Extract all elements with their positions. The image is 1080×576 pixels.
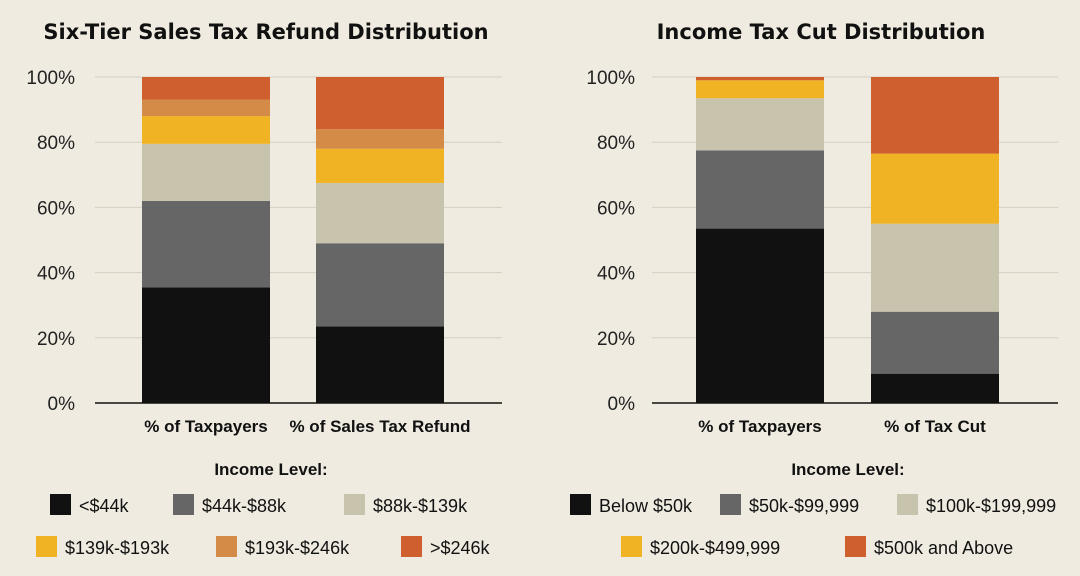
x-category-label: % of Tax Cut [884, 417, 986, 436]
bar-segment-44k-88k [142, 200, 270, 288]
bar-segment-246k [142, 77, 270, 100]
legend-label: $88k-$139k [373, 496, 468, 516]
plot-area: 0% 20% 40% 60% 80% 100% % of Taxpayers % of Sal… [26, 68, 502, 436]
legend-item-below-50k: Below $50k [570, 494, 693, 516]
x-category-label: % of Sales Tax Refund [289, 417, 470, 436]
legend-label: $44k-$88k [202, 496, 287, 516]
legend-item-44k: <$44k [50, 494, 130, 516]
bar-segment-139k-193k [142, 116, 270, 144]
x-category-label: % of Taxpayers [698, 417, 821, 436]
x-category-label: % of Taxpayers [144, 417, 267, 436]
legend: Below $50k $50k-$99,999 $100k-$199,999 $200… [570, 494, 1056, 558]
bar-segment-44k-88k [316, 243, 444, 327]
legend-item-139k-193k: $139k-$193k [36, 536, 170, 558]
bar-segment-88k-139k [142, 143, 270, 201]
legend-item-500k-and-above: $500k and Above [845, 536, 1013, 558]
bar-segment-500k-and-above [871, 77, 999, 154]
bar-segment-44k [316, 326, 444, 403]
legend-label: Below $50k [599, 496, 693, 516]
y-tick-label: 60% [37, 198, 75, 219]
bar-segment-200k-499-999 [871, 153, 999, 224]
legend-swatch [897, 494, 918, 515]
chart-title: Six-Tier Sales Tax Refund Distribution [43, 20, 488, 44]
y-tick-label: 20% [37, 329, 75, 350]
legend-label: $139k-$193k [65, 538, 170, 558]
y-tick-label: 40% [37, 264, 75, 285]
y-tick-label: 0% [48, 394, 76, 415]
legend-item-50k-99-999: $50k-$99,999 [720, 494, 859, 516]
y-tick-label: 0% [608, 394, 636, 415]
bar-segment-50k-99-999 [871, 311, 999, 374]
y-tick-label: 80% [597, 133, 635, 154]
legend-title: Income Level: [214, 460, 327, 479]
legend-swatch [36, 536, 57, 557]
legend-swatch [216, 536, 237, 557]
legend-label: >$246k [430, 538, 491, 558]
legend-item-88k-139k: $88k-$139k [344, 494, 468, 516]
bar-segment-88k-139k [316, 182, 444, 244]
legend-swatch [845, 536, 866, 557]
legend-item-200k-499-999: $200k-$499,999 [621, 536, 780, 558]
legend: <$44k $44k-$88k $88k-$139k $139k-$193k $193k… [36, 494, 491, 558]
legend-item-246k: >$246k [401, 536, 491, 558]
bar-segment-500k-and-above [696, 77, 824, 81]
chart-income-tax-cut: Income Tax Cut Distribution 0% 20% 40% 60% 8… [570, 20, 1058, 558]
legend-swatch [720, 494, 741, 515]
bar-segment-50k-99-999 [696, 150, 824, 229]
chart-sales-tax-refund: Six-Tier Sales Tax Refund Distribution 0… [26, 20, 502, 558]
bar-segment-100k-199-999 [696, 98, 824, 151]
y-tick-label: 20% [597, 329, 635, 350]
legend-label: $500k and Above [874, 538, 1013, 558]
legend-label: $100k-$199,999 [926, 496, 1056, 516]
legend-swatch [344, 494, 365, 515]
bar-segment-200k-499-999 [696, 80, 824, 99]
legend-title: Income Level: [791, 460, 904, 479]
bar-segment-246k [316, 77, 444, 130]
legend-item-193k-246k: $193k-$246k [216, 536, 350, 558]
y-tick-label: 40% [597, 264, 635, 285]
legend-swatch [50, 494, 71, 515]
plot-area: 0% 20% 40% 60% 80% 100% % of Taxpayers % of Tax… [586, 68, 1058, 436]
y-tick-label: 100% [586, 68, 635, 89]
bar-segment-below-50k [696, 228, 824, 403]
bar-segment-193k-246k [142, 99, 270, 117]
legend-label: $193k-$246k [245, 538, 350, 558]
legend-swatch [570, 494, 591, 515]
y-tick-label: 80% [37, 133, 75, 154]
legend-label: $200k-$499,999 [650, 538, 780, 558]
legend-swatch [173, 494, 194, 515]
bar-segment-44k [142, 287, 270, 403]
bar-segment-below-50k [871, 373, 999, 403]
y-tick-label: 60% [597, 198, 635, 219]
legend-label: $50k-$99,999 [749, 496, 859, 516]
legend-swatch [401, 536, 422, 557]
legend-item-100k-199-999: $100k-$199,999 [897, 494, 1056, 516]
chart-title: Income Tax Cut Distribution [657, 20, 986, 44]
bar-segment-139k-193k [316, 148, 444, 183]
bar-segment-193k-246k [316, 129, 444, 149]
legend-item-44k-88k: $44k-$88k [173, 494, 287, 516]
y-tick-label: 100% [26, 68, 75, 89]
legend-swatch [621, 536, 642, 557]
bar-segment-100k-199-999 [871, 223, 999, 312]
legend-label: <$44k [79, 496, 130, 516]
